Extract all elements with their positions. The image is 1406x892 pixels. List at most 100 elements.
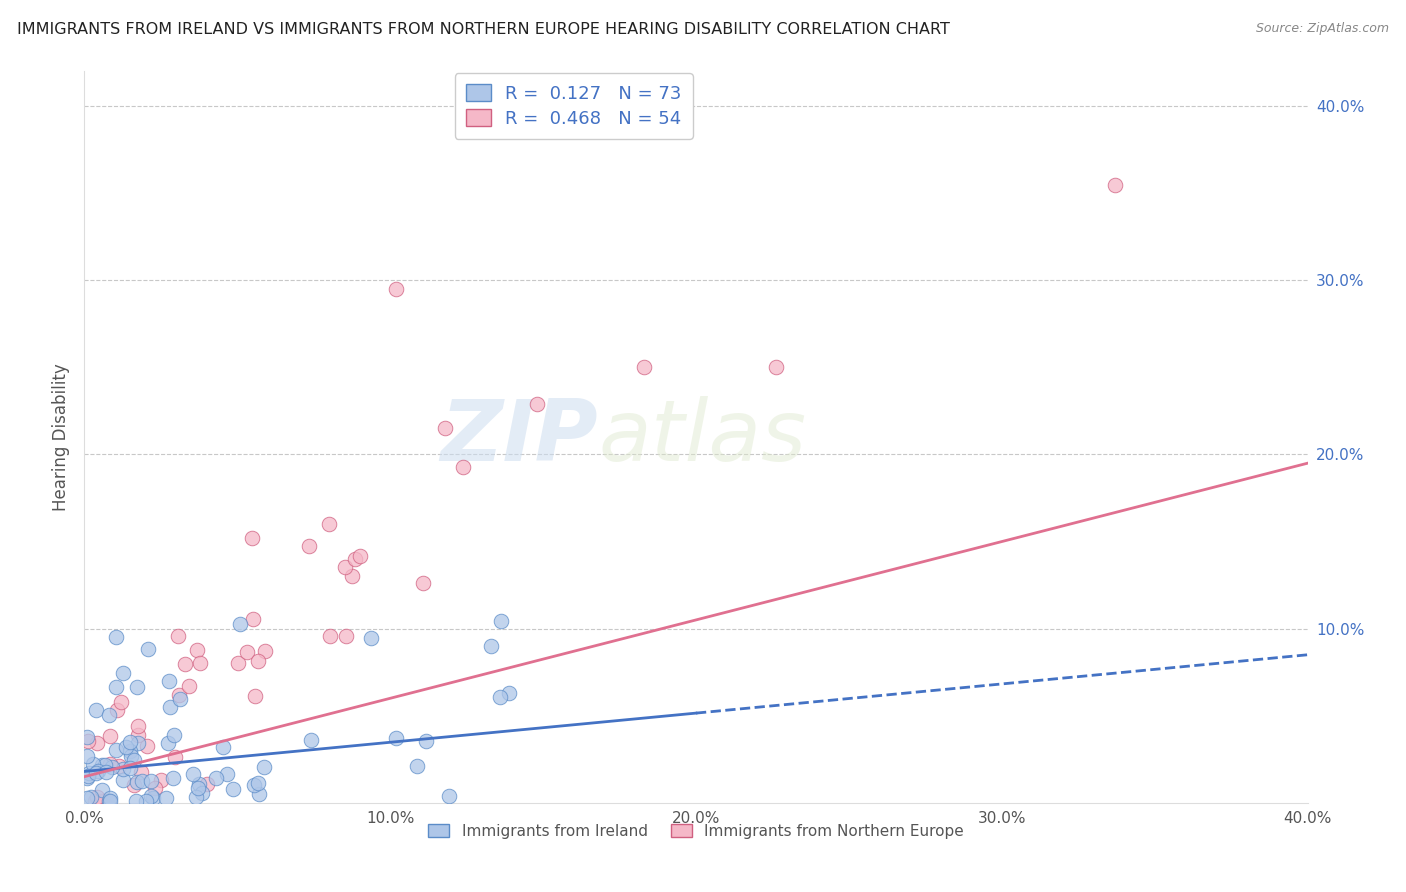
Point [90, 783, 112, 797]
Point [633, 360, 655, 375]
Point [349, 549, 371, 563]
Point [120, 761, 142, 775]
Point [335, 560, 357, 574]
Point [215, 767, 238, 781]
Point [86, 736, 108, 750]
Y-axis label: Hearing Disability: Hearing Disability [52, 363, 70, 511]
Point [105, 631, 128, 645]
Point [526, 397, 548, 411]
Point [437, 789, 460, 803]
Point [125, 775, 148, 789]
Point [240, 532, 263, 546]
Point [434, 420, 457, 434]
Point [82, 757, 104, 772]
Point [76, 748, 98, 763]
Point [186, 789, 208, 804]
Point [98, 794, 121, 808]
Point [127, 728, 149, 742]
Point [489, 690, 512, 704]
Point [101, 759, 124, 773]
Point [299, 733, 322, 747]
Point [91, 758, 114, 772]
Point [118, 744, 141, 758]
Point [162, 771, 184, 785]
Point [451, 460, 474, 475]
Point [226, 656, 249, 670]
Text: IMMIGRANTS FROM IRELAND VS IMMIGRANTS FROM NORTHERN EUROPE HEARING DISABILITY CO: IMMIGRANTS FROM IRELAND VS IMMIGRANTS FR… [17, 22, 949, 37]
Point [98, 791, 121, 805]
Legend: Immigrants from Ireland, Immigrants from Northern Europe: Immigrants from Ireland, Immigrants from… [420, 816, 972, 847]
Point [188, 656, 211, 670]
Point [167, 688, 190, 702]
Point [174, 657, 197, 671]
Point [188, 777, 211, 791]
Point [156, 736, 179, 750]
Point [107, 758, 129, 772]
Point [1104, 178, 1126, 192]
Point [84, 766, 107, 780]
Point [246, 654, 269, 668]
Point [141, 773, 163, 788]
Point [165, 750, 187, 764]
Point [243, 778, 266, 792]
Point [135, 793, 157, 807]
Point [169, 691, 191, 706]
Text: Source: ZipAtlas.com: Source: ZipAtlas.com [1256, 22, 1389, 36]
Point [253, 760, 276, 774]
Point [335, 629, 357, 643]
Point [242, 612, 264, 626]
Point [98, 756, 121, 771]
Point [76, 772, 98, 786]
Point [412, 575, 434, 590]
Point [107, 703, 129, 717]
Point [222, 782, 245, 797]
Point [319, 629, 342, 643]
Point [318, 516, 340, 531]
Point [479, 639, 502, 653]
Point [385, 282, 408, 296]
Point [143, 781, 166, 796]
Point [498, 686, 520, 700]
Point [98, 794, 121, 808]
Point [205, 771, 228, 785]
Point [83, 794, 105, 808]
Point [77, 766, 100, 780]
Point [489, 614, 512, 628]
Point [191, 786, 214, 800]
Point [111, 762, 134, 776]
Point [136, 641, 159, 656]
Point [111, 666, 134, 681]
Point [406, 758, 429, 772]
Point [122, 753, 145, 767]
Point [177, 679, 200, 693]
Point [765, 360, 787, 375]
Point [197, 777, 219, 791]
Point [228, 617, 250, 632]
Point [127, 719, 149, 733]
Point [98, 707, 121, 722]
Point [254, 644, 277, 658]
Text: ZIP: ZIP [440, 395, 598, 479]
Point [87, 764, 110, 778]
Point [98, 729, 121, 743]
Point [131, 773, 153, 788]
Point [76, 731, 98, 745]
Point [80, 789, 103, 804]
Point [186, 642, 208, 657]
Point [150, 772, 173, 787]
Point [91, 794, 114, 808]
Point [247, 775, 270, 789]
Point [343, 551, 366, 566]
Point [129, 765, 152, 780]
Point [135, 739, 157, 754]
Point [187, 780, 209, 795]
Point [243, 690, 266, 704]
Point [122, 778, 145, 792]
Point [104, 743, 127, 757]
Point [111, 772, 134, 787]
Text: atlas: atlas [598, 395, 806, 479]
Point [120, 748, 142, 763]
Point [115, 739, 138, 754]
Point [360, 631, 382, 645]
Point [415, 734, 437, 748]
